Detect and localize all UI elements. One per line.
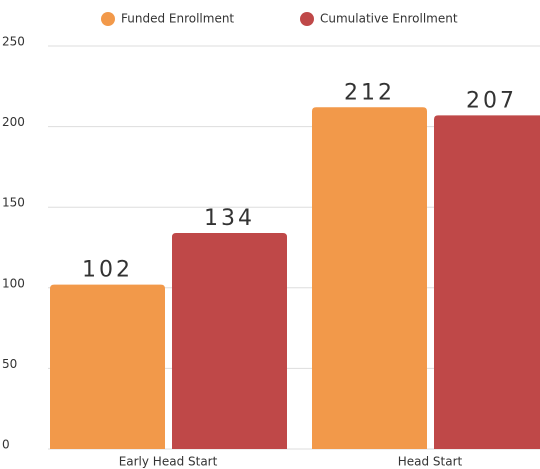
y-tick-label: 50 <box>2 357 17 371</box>
bar <box>50 284 165 449</box>
value-label: 207 <box>466 88 517 113</box>
value-label: 134 <box>204 206 255 231</box>
x-tick-label: Head Start <box>398 455 463 469</box>
value-label: 212 <box>344 80 395 105</box>
x-tick-label: Early Head Start <box>119 455 218 469</box>
y-tick-label: 200 <box>2 115 25 129</box>
y-tick-label: 250 <box>2 35 25 49</box>
y-tick-label: 150 <box>2 196 25 210</box>
legend-swatch <box>300 12 314 26</box>
bar <box>434 115 540 449</box>
value-label: 102 <box>82 258 133 283</box>
legend-swatch <box>101 12 115 26</box>
legend-label: Cumulative Enrollment <box>320 12 458 26</box>
bar <box>312 107 427 450</box>
legend-label: Funded Enrollment <box>121 12 234 26</box>
y-tick-label: 0 <box>2 438 10 452</box>
bar <box>172 232 287 449</box>
y-tick-label: 100 <box>2 276 25 290</box>
